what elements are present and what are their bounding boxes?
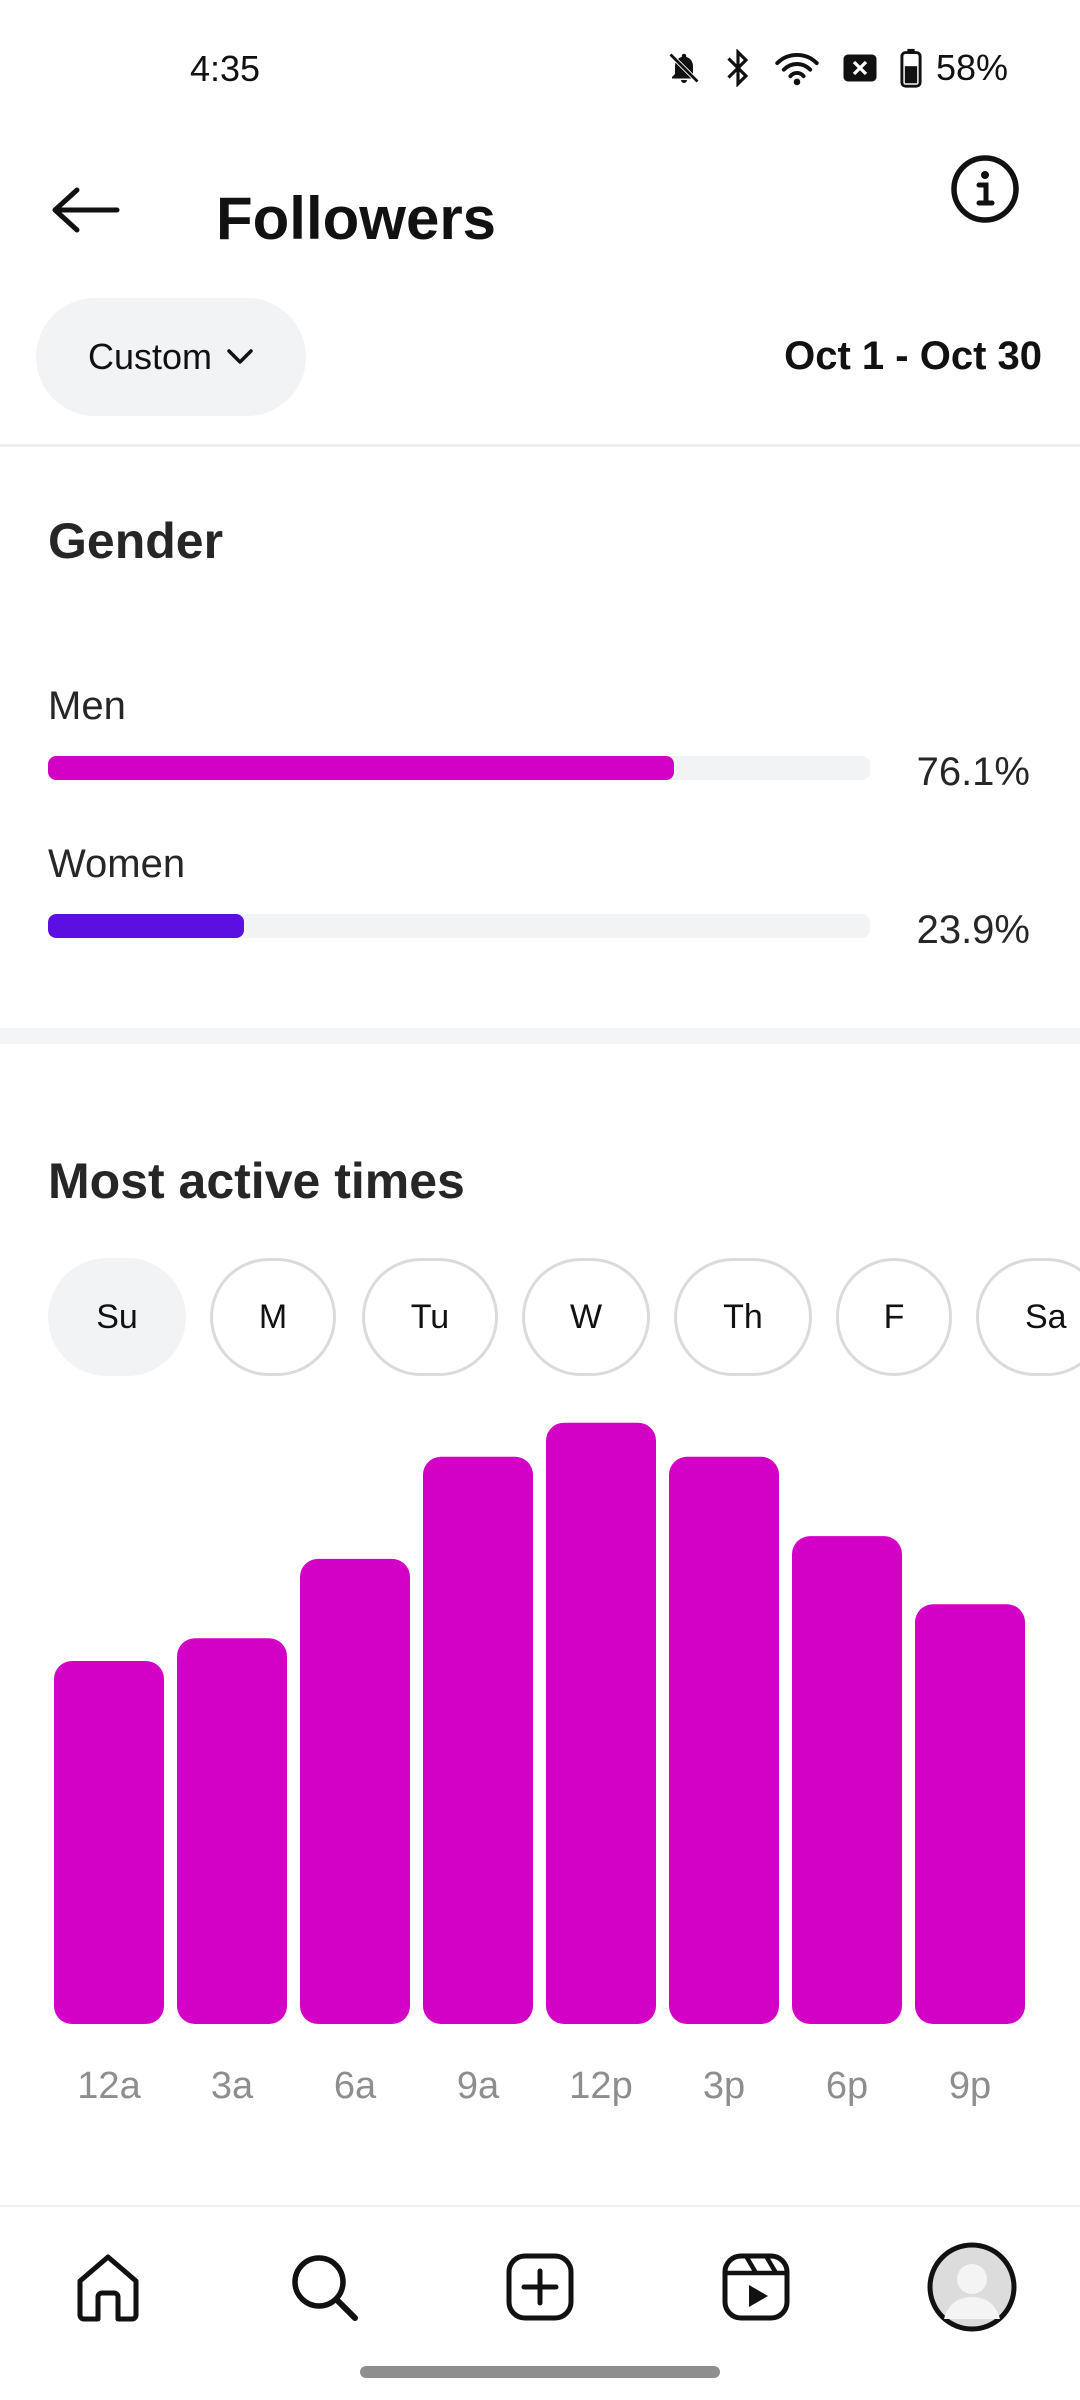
chevron-down-icon bbox=[227, 349, 253, 364]
create-icon bbox=[506, 2253, 574, 2321]
chart-bar-12p bbox=[546, 1422, 656, 2024]
status-icons: 58% bbox=[666, 46, 1008, 90]
day-pill-m[interactable]: M bbox=[210, 1258, 336, 1376]
nav-create[interactable] bbox=[490, 2237, 590, 2337]
chart-tick-label: 9a bbox=[457, 2065, 500, 2107]
gender-title: Gender bbox=[48, 513, 224, 569]
header: Followers bbox=[0, 140, 1080, 280]
section-divider bbox=[0, 1028, 1080, 1044]
status-time: 4:35 bbox=[190, 48, 261, 89]
info-icon bbox=[951, 155, 1019, 223]
bell-off-icon bbox=[668, 52, 700, 84]
gender-bar-men bbox=[48, 756, 870, 780]
chart-tick-label: 3p bbox=[703, 2065, 745, 2107]
chart-bar-6p bbox=[792, 1536, 902, 2024]
chart-tick-label: 6p bbox=[826, 2065, 868, 2107]
search-icon bbox=[292, 2255, 358, 2321]
chart-tick-label: 3a bbox=[211, 2065, 254, 2107]
back-button[interactable] bbox=[40, 170, 130, 250]
gender-value-men: 76.1% bbox=[916, 750, 1030, 794]
active-times-chart-svg: 12a 3a 6a 9a 12p 3p 6p 9p bbox=[54, 1422, 1025, 2107]
page-title: Followers bbox=[216, 185, 497, 252]
gender-bar-women bbox=[48, 914, 870, 938]
chart-bar-12a bbox=[54, 1660, 164, 2024]
home-icon bbox=[77, 2254, 139, 2322]
nav-profile[interactable] bbox=[922, 2237, 1022, 2337]
day-pill-f[interactable]: F bbox=[836, 1258, 952, 1376]
home-indicator[interactable] bbox=[360, 2366, 720, 2378]
chart-bar-3p bbox=[669, 1456, 779, 2024]
battery-percent: 58% bbox=[935, 47, 1008, 88]
chart-bar-6a bbox=[300, 1558, 410, 2024]
nav-home[interactable] bbox=[58, 2237, 158, 2337]
bottom-nav bbox=[0, 2205, 1080, 2355]
gender-bar-fill-women bbox=[48, 914, 244, 938]
chart-tick-label: 12a bbox=[77, 2065, 141, 2107]
date-filter-dropdown[interactable]: Custom bbox=[36, 298, 306, 416]
bluetooth-icon bbox=[727, 49, 749, 87]
arrow-left-icon bbox=[52, 187, 120, 233]
day-pill-w[interactable]: W bbox=[522, 1258, 650, 1376]
day-pill-su[interactable]: Su bbox=[48, 1258, 186, 1376]
date-range: Oct 1 - Oct 30 bbox=[784, 334, 1042, 378]
active-times-chart: 12a 3a 6a 9a 12p 3p 6p 9p bbox=[0, 1400, 1080, 2140]
nav-reels[interactable] bbox=[706, 2237, 806, 2337]
chart-tick-label: 9p bbox=[949, 2065, 991, 2107]
divider bbox=[0, 444, 1080, 447]
info-button[interactable] bbox=[940, 144, 1030, 234]
chart-tick-label: 6a bbox=[334, 2065, 377, 2107]
chart-bar-3a bbox=[177, 1638, 287, 2024]
day-pill-sa[interactable]: Sa bbox=[976, 1258, 1080, 1376]
day-pill-tu[interactable]: Tu bbox=[362, 1258, 498, 1376]
chart-bar-9a bbox=[423, 1456, 533, 2024]
wifi-icon bbox=[775, 52, 819, 86]
gender-label-women: Women bbox=[48, 842, 186, 886]
reels-icon bbox=[722, 2253, 790, 2321]
profile-avatar bbox=[927, 2242, 1017, 2332]
chart-tick-label: 12p bbox=[569, 2065, 632, 2107]
gender-bar-fill-men bbox=[48, 756, 674, 780]
battery-icon bbox=[900, 48, 922, 88]
active-times-title: Most active times bbox=[48, 1153, 465, 1209]
nav-search[interactable] bbox=[274, 2237, 374, 2337]
gender-value-women: 23.9% bbox=[916, 908, 1030, 952]
chart-bar-9p bbox=[915, 1604, 1025, 2024]
date-filter-label: Custom bbox=[87, 336, 213, 377]
gender-label-men: Men bbox=[48, 684, 126, 728]
day-pill-th[interactable]: Th bbox=[674, 1258, 812, 1376]
sim-off-icon bbox=[843, 54, 877, 82]
status-bar: 4:35 58% bbox=[0, 0, 1080, 140]
